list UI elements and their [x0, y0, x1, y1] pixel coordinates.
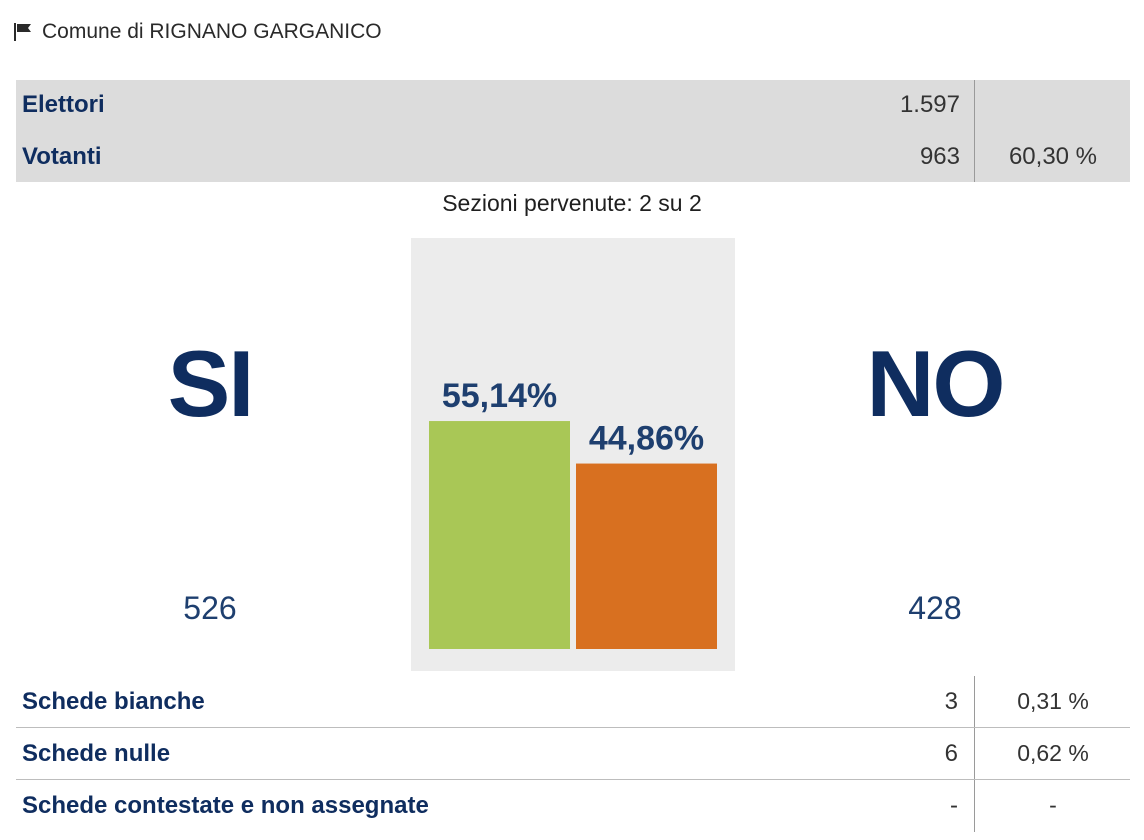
bar-si [429, 421, 570, 649]
page-header: Comune di RIGNANO GARGANICO [12, 16, 382, 48]
schede-contestate-percent: - [1049, 792, 1057, 818]
schede-nulle-value: 6 [944, 740, 958, 767]
schede-nulle-label: Schede nulle [22, 740, 171, 767]
schede-contestate-label: Schede contestate e non assegnate [22, 792, 429, 819]
si-label: SI [167, 331, 255, 436]
results-chart-svg: 55,14% 44,86% [429, 377, 717, 649]
sezioni-pervenute: Sezioni pervenute: 2 su 2 [442, 190, 702, 216]
elettori-value: 1.597 [899, 91, 960, 118]
schede-nulle-percent: 0,62 % [1017, 740, 1089, 766]
bar-no [576, 463, 717, 649]
row-schede-nulle: Schede nulle 6 0,62 % [16, 728, 1130, 780]
row-schede-contestate: Schede contestate e non assegnate - - [16, 780, 1130, 831]
elettori-label: Elettori [22, 91, 105, 118]
no-label: NO [866, 331, 1006, 436]
no-count: 428 [908, 590, 962, 626]
row-votanti: Votanti 963 60,30 % [16, 132, 1130, 182]
schede-bianche-value: 3 [944, 688, 958, 715]
row-elettori: Elettori 1.597 [16, 80, 1130, 130]
si-count: 526 [183, 590, 237, 626]
votanti-label: Votanti [22, 143, 102, 170]
column-divider [974, 80, 975, 182]
votanti-percent: 60,30 % [1008, 143, 1098, 170]
column-divider [974, 676, 975, 832]
schede-contestate-value: - [950, 792, 958, 819]
schede-bianche-percent: 0,31 % [1017, 688, 1089, 714]
summary-table: Elettori 1.597 Votanti 963 60,30 % [16, 80, 1130, 182]
bar-label-si: 55,14% [442, 377, 557, 415]
schede-bianche-label: Schede bianche [22, 688, 205, 715]
bar-label-no: 44,86% [589, 420, 704, 458]
schede-table: Schede bianche 3 0,31 % Schede nulle 6 0… [16, 676, 1130, 832]
page-title: Comune di RIGNANO GARGANICO [42, 20, 382, 43]
row-schede-bianche: Schede bianche 3 0,31 % [16, 676, 1130, 728]
results-chart: 55,14% 44,86% [411, 238, 735, 671]
votanti-value: 963 [919, 143, 960, 170]
flag-icon [12, 21, 34, 43]
